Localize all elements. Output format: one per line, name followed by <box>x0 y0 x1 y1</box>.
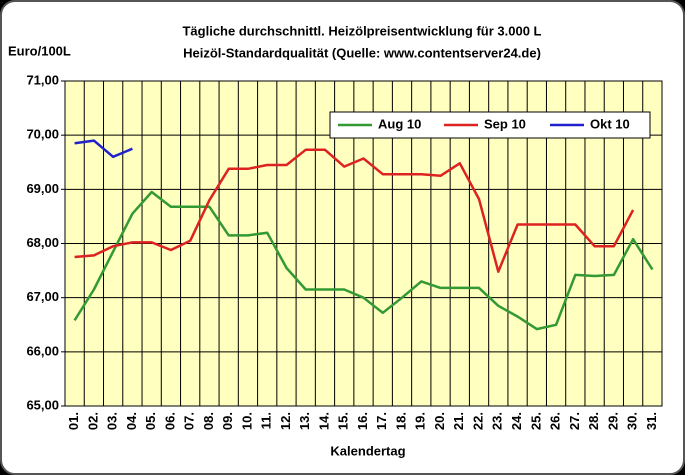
y-tick-label: 66,00 <box>26 343 59 358</box>
chart-subtitle: Heizöl-Standardqualität (Quelle: www.con… <box>183 45 541 60</box>
y-tick-label: 67,00 <box>26 289 59 304</box>
x-tick-label: 16. <box>355 412 370 430</box>
x-tick-label: 04. <box>124 412 139 430</box>
x-tick-label: 23. <box>490 412 505 430</box>
legend-box <box>329 111 651 139</box>
data-line <box>74 139 133 159</box>
x-tick-label: 21. <box>451 412 466 430</box>
x-tick-label: 19. <box>413 412 428 430</box>
x-tick-label: 07. <box>182 412 197 430</box>
legend-label: Sep 10 <box>484 116 526 131</box>
y-tick-label: 69,00 <box>26 181 59 196</box>
data-line <box>73 190 654 331</box>
x-tick-label: 13. <box>297 412 312 430</box>
x-tick-label: 22. <box>470 412 485 430</box>
y-axis-label: Euro/100L <box>8 43 71 58</box>
x-tick-label: 29. <box>605 412 620 430</box>
x-tick-label: 26. <box>548 412 563 430</box>
x-tick-label: 11. <box>259 412 274 429</box>
x-tick-label: 02. <box>85 412 100 430</box>
x-tick-label: 24. <box>509 412 524 430</box>
x-tick-label: 20. <box>432 412 447 430</box>
x-tick-label: 15. <box>336 412 351 430</box>
y-tick-label: 70,00 <box>26 127 59 142</box>
x-tick-label: 18. <box>393 412 408 430</box>
x-tick-label: 17. <box>374 412 389 430</box>
x-tick-label: 05. <box>143 412 158 430</box>
chart-title: Tägliche durchschnittl. Heizölpreisentwi… <box>182 23 541 38</box>
data-line <box>74 148 635 273</box>
x-tick-label: 12. <box>278 412 293 430</box>
x-tick-label: 31. <box>644 412 659 430</box>
y-tick-label: 68,00 <box>26 235 59 250</box>
x-tick-label: 28. <box>586 412 601 430</box>
x-tick-label: 14. <box>316 412 331 430</box>
x-axis-label: Kalendertag <box>330 443 405 458</box>
x-tick-label: 25. <box>528 412 543 430</box>
x-tick-label: 27. <box>567 412 582 430</box>
y-tick-label: 65,00 <box>26 397 59 412</box>
x-tick-label: 30. <box>625 412 640 430</box>
x-tick-label: 09. <box>220 412 235 430</box>
legend-label: Okt 10 <box>590 116 630 131</box>
x-tick-label: 08. <box>201 412 216 430</box>
x-tick-label: 10. <box>239 412 254 430</box>
x-tick-label: 01. <box>66 412 81 430</box>
y-tick-label: 71,00 <box>26 72 59 87</box>
x-tick-label: 03. <box>105 412 120 430</box>
x-tick-label: 06. <box>162 412 177 430</box>
legend-label: Aug 10 <box>378 116 421 131</box>
